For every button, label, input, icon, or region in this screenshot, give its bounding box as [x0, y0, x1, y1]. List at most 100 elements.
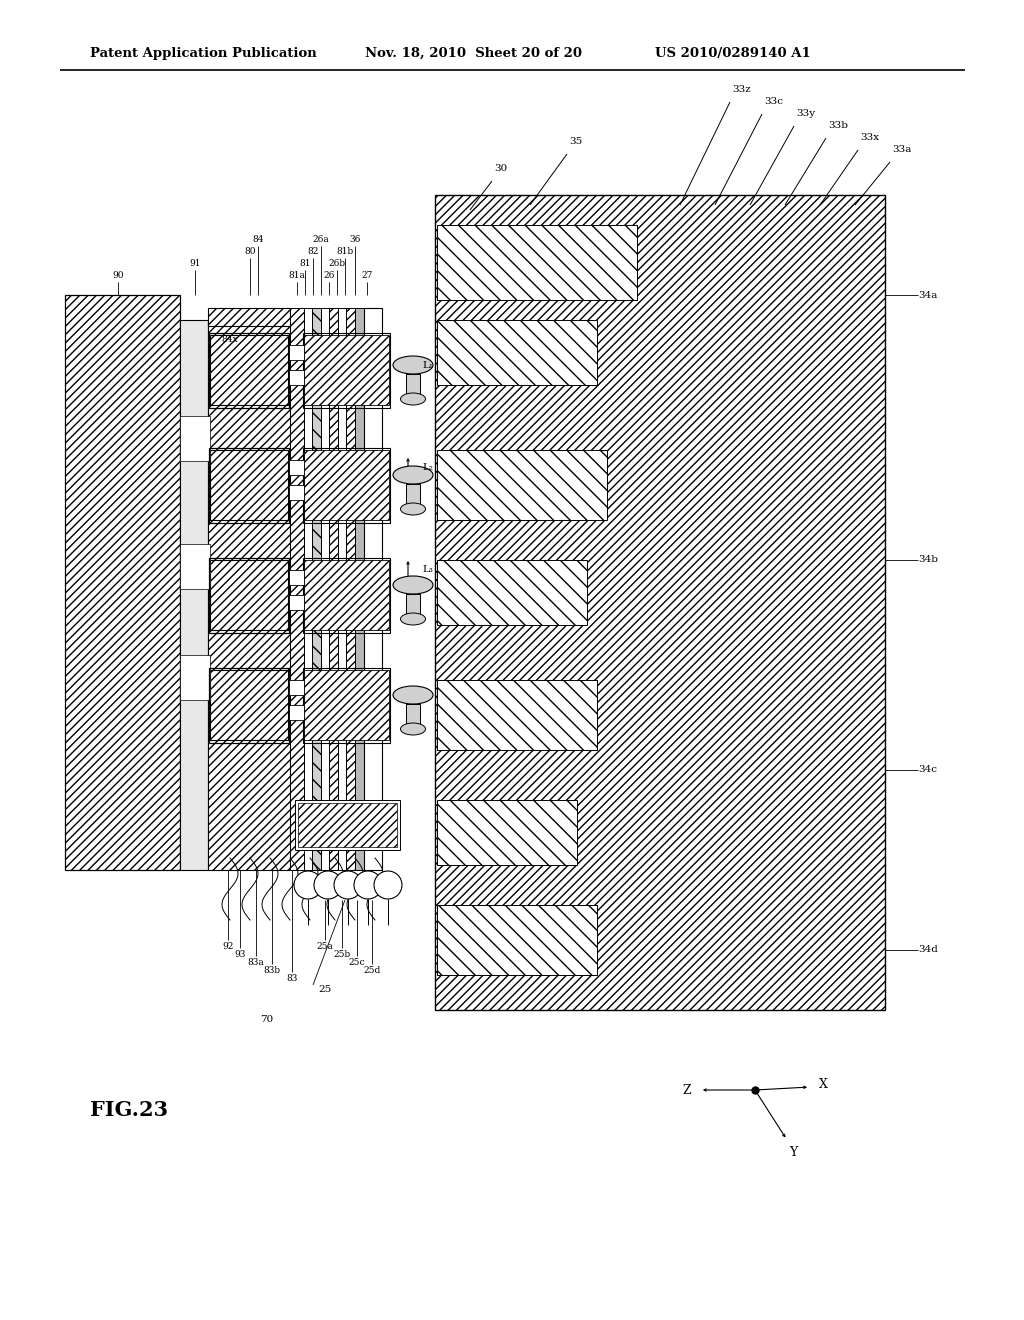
Bar [289, 680, 304, 696]
Text: 33y: 33y [796, 110, 815, 117]
Bar [437, 319, 597, 385]
Text: 80: 80 [245, 247, 256, 256]
Text: 26b: 26b [329, 259, 345, 268]
Bar [210, 450, 288, 520]
Bar [437, 800, 577, 865]
Bar [289, 705, 304, 719]
Bar [406, 484, 420, 510]
Text: 84: 84 [252, 235, 264, 244]
Bar [304, 560, 389, 630]
Bar [304, 671, 389, 741]
Bar [209, 668, 289, 743]
Text: 34a: 34a [918, 290, 937, 300]
Bar [312, 308, 321, 870]
Text: 90: 90 [113, 271, 124, 280]
Text: Y: Y [788, 1146, 797, 1159]
Text: 83a: 83a [248, 958, 264, 968]
Bar [437, 319, 597, 385]
Text: 25c: 25c [349, 958, 366, 968]
Ellipse shape [400, 393, 426, 405]
Bar [208, 308, 290, 326]
Text: Patent Application Publication: Patent Application Publication [90, 46, 316, 59]
Text: 33z: 33z [732, 84, 751, 94]
Bar [303, 333, 390, 408]
Text: FIG.23: FIG.23 [90, 1100, 168, 1119]
Bar [303, 447, 390, 523]
Bar [210, 560, 288, 630]
Text: 83: 83 [287, 974, 298, 983]
Text: 34b: 34b [918, 556, 938, 565]
Text: Nov. 18, 2010  Sheet 20 of 20: Nov. 18, 2010 Sheet 20 of 20 [365, 46, 582, 59]
Text: 25d: 25d [364, 966, 381, 975]
Bar [406, 594, 420, 619]
Bar [435, 195, 885, 1010]
Bar [437, 800, 577, 865]
Text: 34d: 34d [918, 945, 938, 954]
Bar [209, 558, 289, 634]
Bar [437, 906, 597, 975]
Bar [289, 595, 304, 610]
Bar [437, 906, 597, 975]
Bar [437, 680, 597, 750]
Bar [437, 450, 607, 520]
Text: 25b: 25b [334, 950, 350, 960]
Bar [303, 558, 390, 634]
Bar [321, 308, 329, 870]
Circle shape [354, 871, 382, 899]
Bar [289, 370, 304, 385]
Ellipse shape [393, 466, 433, 484]
Text: 30: 30 [494, 164, 507, 173]
Bar [289, 484, 304, 500]
Bar [289, 570, 304, 585]
Ellipse shape [400, 723, 426, 735]
Bar [65, 294, 180, 870]
Bar [295, 800, 400, 850]
Text: L₂: L₂ [422, 462, 433, 471]
Text: 81b: 81b [336, 247, 353, 256]
Ellipse shape [393, 576, 433, 594]
Bar [437, 224, 637, 300]
Text: 26a: 26a [312, 235, 330, 244]
Ellipse shape [400, 503, 426, 515]
Bar [208, 319, 290, 870]
Bar [437, 450, 607, 520]
Bar [406, 374, 420, 399]
Bar [209, 333, 289, 408]
Bar [338, 308, 346, 870]
Circle shape [294, 871, 322, 899]
Text: 33x: 33x [860, 133, 880, 143]
Bar [406, 704, 420, 729]
Text: 27: 27 [361, 271, 373, 280]
Bar [303, 668, 390, 743]
Text: 70: 70 [260, 1015, 273, 1024]
Text: 93: 93 [234, 950, 246, 960]
Text: 92: 92 [222, 942, 233, 950]
Text: Z: Z [683, 1084, 691, 1097]
Circle shape [374, 871, 402, 899]
Bar [210, 335, 288, 405]
Text: 81: 81 [299, 259, 310, 268]
Text: 36: 36 [349, 235, 360, 244]
Bar [437, 224, 637, 300]
Text: US 2010/0289140 A1: US 2010/0289140 A1 [655, 46, 811, 59]
Bar [329, 308, 338, 870]
Bar [355, 308, 364, 870]
Text: 83b: 83b [263, 966, 281, 975]
Bar [180, 544, 210, 589]
Bar [209, 447, 289, 523]
Text: 91: 91 [189, 259, 201, 268]
Bar [180, 319, 208, 870]
Bar [290, 308, 304, 870]
Ellipse shape [393, 356, 433, 374]
Ellipse shape [400, 612, 426, 624]
Bar [437, 560, 587, 624]
Bar [210, 671, 288, 741]
Text: 82: 82 [307, 247, 318, 256]
Text: 26: 26 [324, 271, 335, 280]
Circle shape [334, 871, 362, 899]
Text: 33a: 33a [892, 145, 911, 154]
Ellipse shape [393, 686, 433, 704]
Text: 25a: 25a [316, 942, 334, 950]
Bar [437, 560, 587, 624]
Bar [346, 308, 355, 870]
